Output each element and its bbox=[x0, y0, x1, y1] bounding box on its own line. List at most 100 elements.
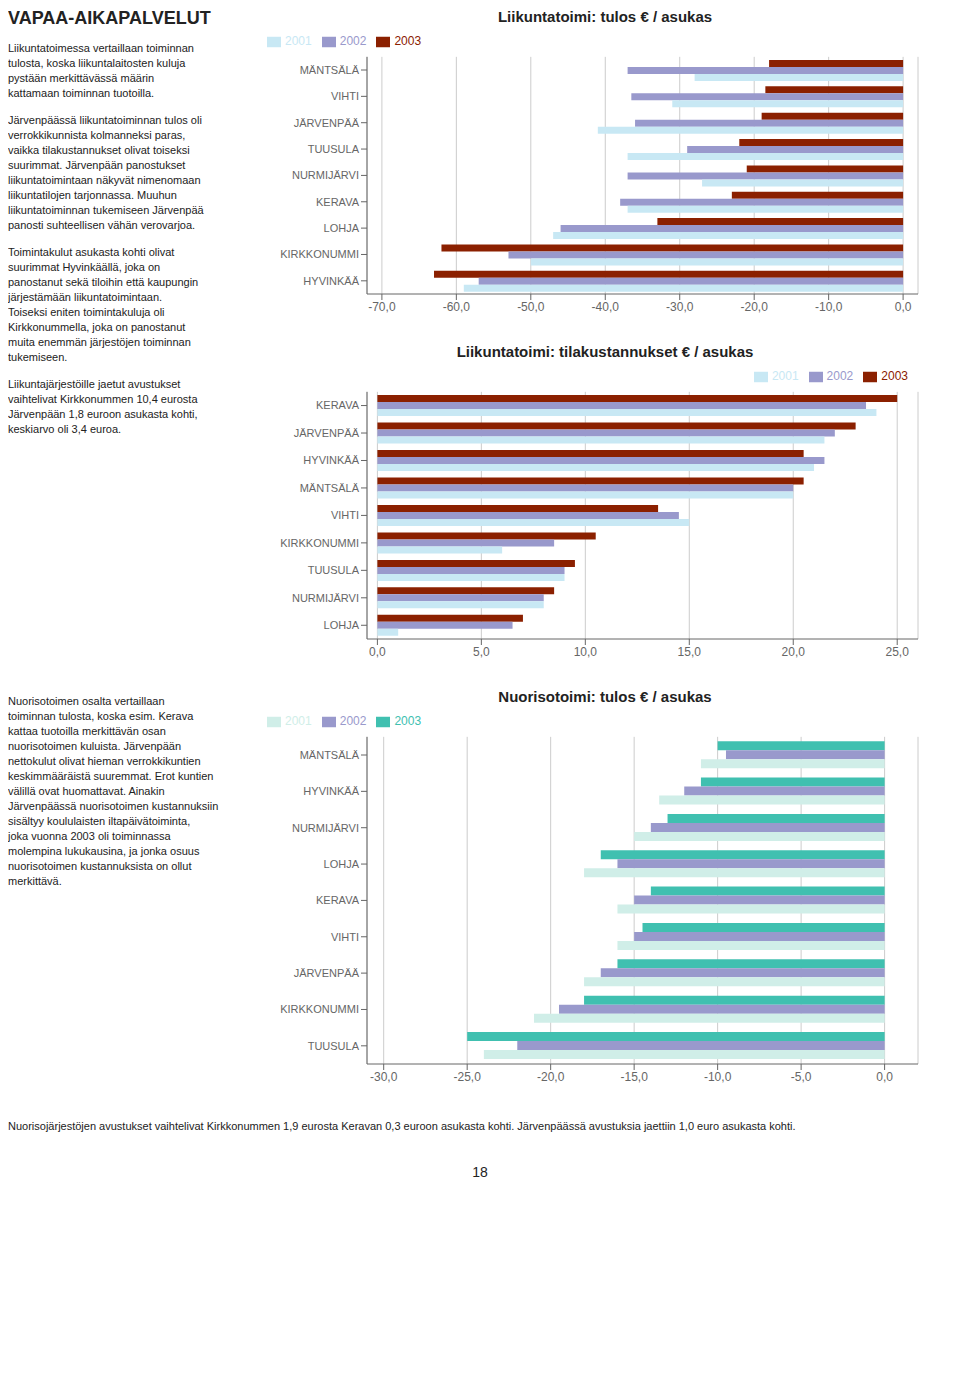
svg-text:-40,0: -40,0 bbox=[592, 300, 620, 314]
svg-text:-30,0: -30,0 bbox=[666, 300, 694, 314]
html-text:nuorisotoimen kuluista. Järven: nuorisotoimen kuluista. Järvenpään bbox=[8, 740, 181, 752]
html-text:18: 18 bbox=[472, 1164, 488, 1180]
html-text:2002: 2002 bbox=[339, 714, 367, 728]
html-text:panosti suhteellisen vähän ver: panosti suhteellisen vähän verovarjoa. bbox=[8, 219, 196, 231]
svg-text:-20,0: -20,0 bbox=[537, 1070, 565, 1084]
html-text:Järvenpäässä nuorisotoimen kus: Järvenpäässä nuorisotoimen kustannuksiin bbox=[8, 800, 219, 812]
html-text:Liikuntatoimessa vertaillaan t: Liikuntatoimessa vertaillaan toiminnan bbox=[8, 42, 194, 54]
svg-text:-20,0: -20,0 bbox=[741, 300, 769, 314]
svg-text:NURMIJÄRVI: NURMIJÄRVI bbox=[292, 592, 359, 604]
html-text:järjestämään liikuntatoimintaa: järjestämään liikuntatoimintaan. bbox=[8, 291, 163, 303]
svg-text:LOHJA: LOHJA bbox=[324, 619, 360, 631]
html-text:molempina lukukausina, ja jonk: molempina lukukausina, ja jonka osuus bbox=[8, 845, 200, 857]
html-text:Järvenpään 1,8 euroon asukasta: Järvenpään 1,8 euroon asukasta kohti, bbox=[8, 408, 198, 420]
html-text:vaihtelivat Kirkkonummen 10,4: vaihtelivat Kirkkonummen 10,4 eurosta bbox=[8, 393, 198, 405]
html-text:merkittävä.: merkittävä. bbox=[8, 875, 62, 887]
svg-text:20,0: 20,0 bbox=[782, 645, 806, 659]
svg-text:0,0: 0,0 bbox=[876, 1070, 893, 1084]
html-text:Järvenpäässä liikuntatoiminnan: Järvenpäässä liikuntatoiminnan tulos oli bbox=[8, 114, 202, 126]
svg-text:HYVINKÄÄ: HYVINKÄÄ bbox=[303, 785, 359, 797]
html-text:Liikuntatoimi: tilakustannukse: Liikuntatoimi: tilakustannukset € / asuk… bbox=[456, 343, 754, 360]
svg-text:NURMIJÄRVI: NURMIJÄRVI bbox=[292, 822, 359, 834]
svg-text:KIRKKONUMMI: KIRKKONUMMI bbox=[280, 248, 359, 260]
html-text:kattaa tuotoilla merkittävän o: kattaa tuotoilla merkittävän osan bbox=[8, 725, 166, 737]
svg-text:25,0: 25,0 bbox=[886, 645, 910, 659]
svg-text:VIHTI: VIHTI bbox=[331, 509, 359, 521]
svg-text:MÄNTSÄLÄ: MÄNTSÄLÄ bbox=[300, 749, 360, 761]
svg-text:-25,0: -25,0 bbox=[454, 1070, 482, 1084]
svg-text:LOHJA: LOHJA bbox=[324, 222, 360, 234]
html-text:VAPAA-AIKAPALVELUT: VAPAA-AIKAPALVELUT bbox=[8, 8, 211, 28]
svg-text:5,0: 5,0 bbox=[473, 645, 490, 659]
html-text:suurimmat Hyvinkäällä, joka on: suurimmat Hyvinkäällä, joka on bbox=[8, 261, 161, 273]
svg-text:LOHJA: LOHJA bbox=[324, 858, 360, 870]
html-text:2001: 2001 bbox=[285, 714, 312, 728]
svg-text:KERAVA: KERAVA bbox=[316, 894, 360, 906]
html-text:Toiseksi eniten toimintakuluja: Toiseksi eniten toimintakuluja oli bbox=[8, 306, 165, 318]
html-text:joka vuonna 2003 oli toiminnas: joka vuonna 2003 oli toiminnassa bbox=[8, 830, 171, 842]
html-text:verrokkikunnista kolmanneksi p: verrokkikunnista kolmanneksi paras, bbox=[8, 129, 186, 141]
svg-text:0,0: 0,0 bbox=[369, 645, 386, 659]
svg-text:JÄRVENPÄÄ: JÄRVENPÄÄ bbox=[294, 967, 360, 979]
svg-text:MÄNTSÄLÄ: MÄNTSÄLÄ bbox=[300, 482, 360, 494]
html-text:2003: 2003 bbox=[881, 369, 908, 383]
html-text:liikuntatoiminnan tukemiseen J: liikuntatoiminnan tukemiseen Järvenpää bbox=[8, 204, 204, 216]
html-text:nuorisotoimen kustannuksista o: nuorisotoimen kustannuksista on ollut bbox=[8, 860, 192, 872]
html-text:välillä ovat huomattavat. Aina: välillä ovat huomattavat. Ainakin bbox=[8, 785, 165, 797]
svg-text:-50,0: -50,0 bbox=[517, 300, 545, 314]
html-text:kattamaan toiminnan tuotoilla.: kattamaan toiminnan tuotoilla. bbox=[8, 87, 155, 99]
html-text:Liikuntajärjestöille jaetut av: Liikuntajärjestöille jaetut avustukset bbox=[8, 378, 181, 390]
html-text:liikuntatilojen tarjonnassa. M: liikuntatilojen tarjonnassa. Muuhun bbox=[8, 189, 177, 201]
svg-text:VIHTI: VIHTI bbox=[331, 931, 359, 943]
html-text:2003: 2003 bbox=[394, 714, 422, 728]
html-text:Liikuntatoimi: tulos € / asuka: Liikuntatoimi: tulos € / asukas bbox=[497, 8, 713, 25]
html-text:toiminnan tulosta, koska esim.: toiminnan tulosta, koska esim. Kerava bbox=[8, 710, 194, 722]
svg-text:-60,0: -60,0 bbox=[443, 300, 471, 314]
html-text:tulosta, koska liikuntalaitost: tulosta, koska liikuntalaitosten kuluja bbox=[8, 57, 186, 69]
html-text:Kirkkonummella, joka on panost: Kirkkonummella, joka on panostanut bbox=[8, 321, 186, 333]
svg-text:-10,0: -10,0 bbox=[704, 1070, 732, 1084]
html-text:muita enemmän järjestöjen toim: muita enemmän järjestöjen toiminnan bbox=[8, 336, 191, 348]
html-text:nettokulut olivat hieman verro: nettokulut olivat hieman verrokkikuntien bbox=[8, 755, 201, 767]
html-text:Nuorisojärjestöjen avustukset: Nuorisojärjestöjen avustukset vaihteliva… bbox=[8, 1120, 796, 1132]
svg-text:JÄRVENPÄÄ: JÄRVENPÄÄ bbox=[294, 117, 360, 129]
svg-text:KERAVA: KERAVA bbox=[316, 399, 360, 411]
html-text:2001: 2001 bbox=[285, 34, 312, 48]
svg-text:KIRKKONUMMI: KIRKKONUMMI bbox=[280, 1003, 359, 1015]
html-text:Nuorisotoimi: tulos € / asukas: Nuorisotoimi: tulos € / asukas bbox=[498, 688, 712, 705]
svg-text:-10,0: -10,0 bbox=[815, 300, 843, 314]
svg-text:TUUSULA: TUUSULA bbox=[308, 1040, 360, 1052]
svg-text:TUUSULA: TUUSULA bbox=[308, 143, 360, 155]
html-text:pystään merkittävässä määrin: pystään merkittävässä määrin bbox=[8, 72, 155, 84]
html-text:2002: 2002 bbox=[826, 369, 854, 383]
svg-text:VIHTI: VIHTI bbox=[331, 90, 359, 102]
svg-text:-5,0: -5,0 bbox=[791, 1070, 812, 1084]
html-text:keskiarvo oli 3,4 euroa.: keskiarvo oli 3,4 euroa. bbox=[8, 423, 122, 435]
html-text:2001: 2001 bbox=[771, 369, 799, 383]
html-text:2003: 2003 bbox=[394, 34, 422, 48]
html-text:keskimmääräistä suuremmat. Ero: keskimmääräistä suuremmat. Erot kuntien bbox=[8, 770, 214, 782]
svg-text:-70,0: -70,0 bbox=[368, 300, 396, 314]
html-text:suurimmat. Järvenpään panostuk: suurimmat. Järvenpään panostukset bbox=[8, 159, 186, 171]
html-text:sisältyy koululaisten iltapäiv: sisältyy koululaisten iltapäivätoiminta, bbox=[8, 815, 191, 827]
html-text:vaikka tilakustannukset olivat: vaikka tilakustannukset olivat toiseksi bbox=[8, 144, 190, 156]
html-text:Toimintakulut asukasta kohti o: Toimintakulut asukasta kohti olivat bbox=[8, 246, 175, 258]
html-text:tukemiseen.: tukemiseen. bbox=[8, 351, 68, 363]
svg-text:HYVINKÄÄ: HYVINKÄÄ bbox=[303, 454, 359, 466]
svg-text:TUUSULA: TUUSULA bbox=[308, 564, 360, 576]
html-text:panostanut sekä tiloihin että: panostanut sekä tiloihin että kaupungin bbox=[8, 276, 199, 288]
svg-text:-30,0: -30,0 bbox=[370, 1070, 398, 1084]
svg-text:MÄNTSÄLÄ: MÄNTSÄLÄ bbox=[300, 64, 360, 76]
html-text:2002: 2002 bbox=[339, 34, 367, 48]
html-text:liikuntatoimintaan näkyvät nim: liikuntatoimintaan näkyvät nimenomaan bbox=[8, 174, 201, 186]
svg-text:JÄRVENPÄÄ: JÄRVENPÄÄ bbox=[294, 427, 360, 439]
svg-text:10,0: 10,0 bbox=[574, 645, 598, 659]
svg-text:-15,0: -15,0 bbox=[620, 1070, 648, 1084]
svg-text:0,0: 0,0 bbox=[895, 300, 912, 314]
svg-text:HYVINKÄÄ: HYVINKÄÄ bbox=[303, 275, 359, 287]
svg-text:15,0: 15,0 bbox=[678, 645, 702, 659]
svg-text:KERAVA: KERAVA bbox=[316, 196, 360, 208]
html-text:Nuorisotoimen osalta vertailla: Nuorisotoimen osalta vertaillaan bbox=[8, 695, 165, 707]
svg-text:NURMIJÄRVI: NURMIJÄRVI bbox=[292, 169, 359, 181]
svg-text:KIRKKONUMMI: KIRKKONUMMI bbox=[280, 537, 359, 549]
